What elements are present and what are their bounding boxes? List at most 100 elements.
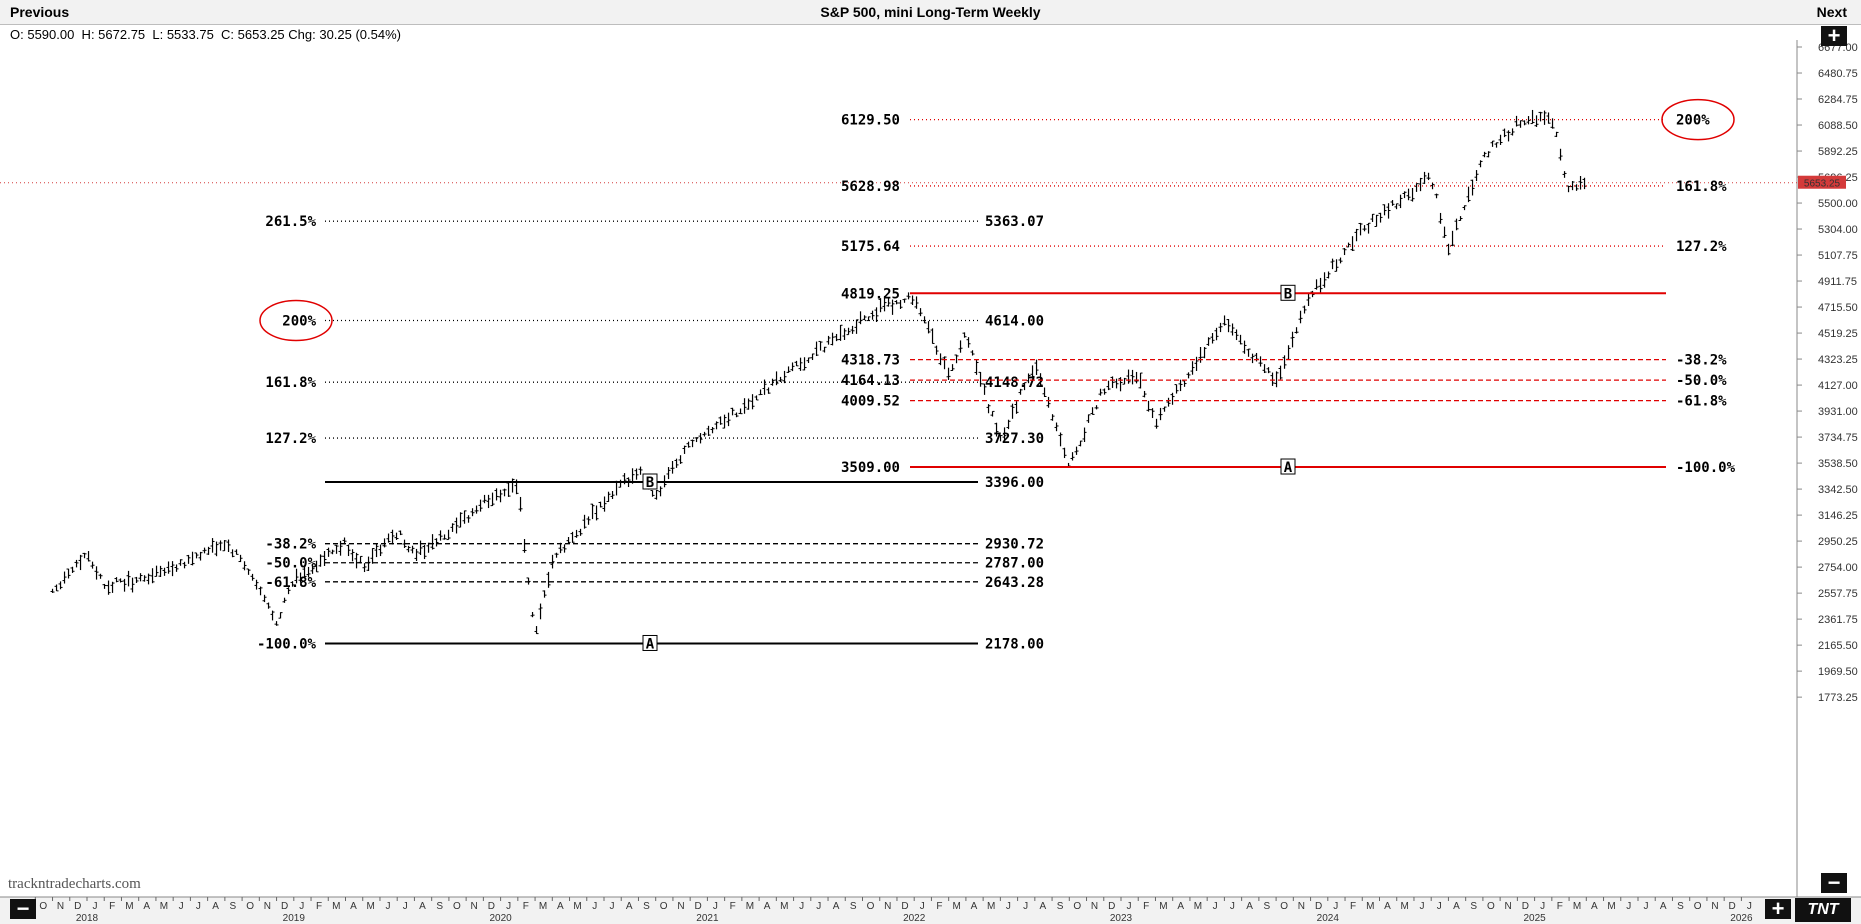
- x-month-label: A: [143, 901, 150, 912]
- x-month-label: J: [1230, 901, 1235, 912]
- tnt-logo: TNT: [1795, 898, 1851, 922]
- y-tick-label: 5107.75: [1818, 250, 1858, 262]
- x-month-label: S: [1264, 901, 1271, 912]
- zoom-out-button[interactable]: −: [1821, 872, 1847, 894]
- fib-percent-label: -61.8%: [265, 575, 316, 591]
- x-month-label: A: [557, 901, 564, 912]
- y-tick-label: 4127.00: [1818, 380, 1858, 392]
- x-month-label: F: [936, 901, 942, 912]
- fib-percent-label: -50.0%: [265, 556, 316, 572]
- fib-anchor-label: B: [1284, 286, 1292, 302]
- fib-value-label: 3727.30: [985, 431, 1044, 447]
- fib-anchor-box: [642, 634, 658, 651]
- x-month-label: O: [660, 901, 668, 912]
- fib-value-label: 2787.00: [985, 556, 1044, 572]
- x-month-label: J: [403, 901, 408, 912]
- fib-percent-label: 161.8%: [1676, 179, 1727, 195]
- x-month-label: A: [350, 901, 357, 912]
- x-axis-band: [0, 897, 1861, 924]
- next-button[interactable]: Next: [1816, 4, 1847, 20]
- fib-value-label: 4318.73: [841, 353, 900, 369]
- x-month-label: S: [1677, 901, 1684, 912]
- y-tick-label: 4323.25: [1818, 354, 1858, 366]
- x-month-label: J: [1644, 901, 1649, 912]
- y-tick-label: 3538.50: [1818, 458, 1858, 470]
- fib-value-label: 2930.72: [985, 537, 1044, 553]
- fib-value-label: 2643.28: [985, 575, 1044, 591]
- last-price-tag: [1798, 175, 1846, 189]
- zoom-in-button[interactable]: +: [1821, 25, 1847, 47]
- x-month-label: O: [867, 901, 875, 912]
- x-month-label: J: [179, 901, 184, 912]
- previous-button[interactable]: Previous: [10, 4, 70, 20]
- x-month-label: D: [1522, 901, 1529, 912]
- x-month-label: F: [730, 901, 736, 912]
- x-month-label: J: [1437, 901, 1442, 912]
- x-year-label: 2018: [76, 913, 99, 924]
- x-month-label: M: [367, 901, 375, 912]
- y-tick-label: 6480.75: [1818, 68, 1858, 80]
- fib-anchor-label: A: [646, 636, 655, 652]
- y-tick-label: 6284.75: [1818, 94, 1858, 106]
- scroll-left-button[interactable]: −: [10, 898, 36, 920]
- x-month-label: F: [523, 901, 529, 912]
- fib-percent-label: -61.8%: [1676, 394, 1727, 410]
- x-month-label: J: [196, 901, 201, 912]
- fib-value-label: 5175.64: [841, 239, 900, 255]
- x-month-label: N: [884, 901, 891, 912]
- x-year-label: 2026: [1730, 913, 1753, 924]
- x-month-label: N: [1091, 901, 1098, 912]
- x-month-label: J: [1127, 901, 1132, 912]
- fib-percent-label: -50.0%: [1676, 373, 1727, 389]
- x-month-label: O: [1073, 901, 1081, 912]
- x-month-label: J: [1213, 901, 1218, 912]
- fib-percent-label: 161.8%: [265, 375, 316, 391]
- x-month-label: J: [1023, 901, 1028, 912]
- x-month-label: J: [592, 901, 597, 912]
- x-year-label: 2024: [1317, 913, 1340, 924]
- x-month-label: D: [1315, 901, 1322, 912]
- x-month-label: D: [1729, 901, 1736, 912]
- x-month-label: J: [816, 901, 821, 912]
- scroll-right-button[interactable]: +: [1765, 898, 1791, 920]
- x-month-label: J: [385, 901, 390, 912]
- fib-percent-label: 200%: [1676, 113, 1710, 129]
- y-tick-label: 2557.75: [1818, 588, 1858, 600]
- x-year-label: 2022: [903, 913, 926, 924]
- x-month-label: M: [1607, 901, 1615, 912]
- x-month-label: A: [1453, 901, 1460, 912]
- fib-value-label: 2178.00: [985, 636, 1044, 652]
- fib-highlight-circle: [259, 299, 333, 342]
- fib-value-label: 5628.98: [841, 179, 900, 195]
- x-month-label: N: [677, 901, 684, 912]
- x-month-label: M: [125, 901, 133, 912]
- top-bar: Previous S&P 500, mini Long-Term Weekly …: [0, 0, 1861, 25]
- x-month-label: S: [1470, 901, 1477, 912]
- x-year-label: 2023: [1110, 913, 1133, 924]
- fib-value-label: 4009.52: [841, 394, 900, 410]
- chart-title: S&P 500, mini Long-Term Weekly: [820, 4, 1041, 20]
- fib-anchor-label: B: [646, 475, 654, 491]
- y-tick-label: 2165.50: [1818, 640, 1858, 652]
- y-tick-label: 2950.25: [1818, 536, 1858, 548]
- x-month-label: A: [626, 901, 633, 912]
- x-month-label: A: [1591, 901, 1598, 912]
- x-month-label: D: [488, 901, 495, 912]
- fib-percent-label: -100.0%: [257, 636, 317, 652]
- x-month-label: M: [332, 901, 340, 912]
- x-month-label: M: [573, 901, 581, 912]
- x-month-label: O: [39, 901, 47, 912]
- x-month-label: J: [1540, 901, 1545, 912]
- x-month-label: J: [1626, 901, 1631, 912]
- x-month-label: A: [971, 901, 978, 912]
- fib-percent-label: 261.5%: [265, 214, 316, 230]
- x-month-label: F: [1350, 901, 1356, 912]
- x-year-label: 2021: [696, 913, 719, 924]
- x-month-label: A: [1039, 901, 1046, 912]
- x-month-label: O: [453, 901, 461, 912]
- x-month-label: A: [1246, 901, 1253, 912]
- x-month-label: M: [987, 901, 995, 912]
- ohlc-readout: O: 5590.00 H: 5672.75 L: 5533.75 C: 5653…: [10, 27, 401, 42]
- x-month-label: O: [246, 901, 254, 912]
